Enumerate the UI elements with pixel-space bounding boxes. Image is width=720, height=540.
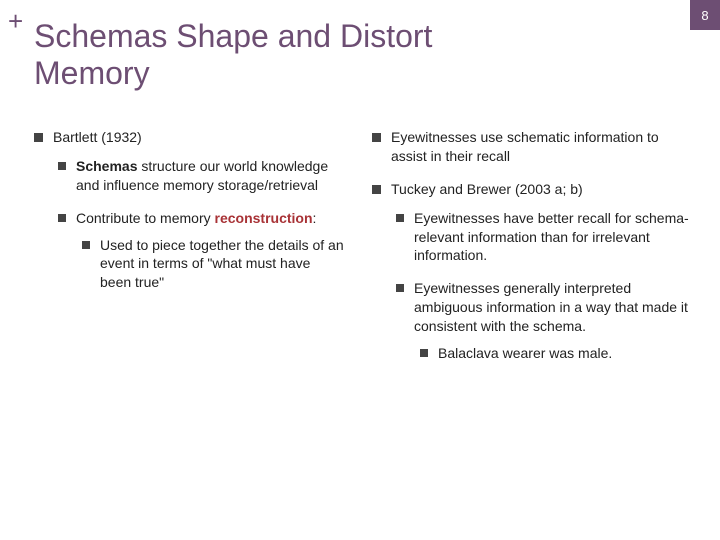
list-item: Eyewitnesses have better recall for sche… bbox=[396, 209, 692, 266]
title-line-1: Schemas Shape and Distort bbox=[34, 18, 432, 54]
square-bullet-icon bbox=[58, 214, 66, 222]
list-item: Bartlett (1932) bbox=[34, 128, 344, 147]
plus-icon: + bbox=[8, 6, 23, 37]
bullet-text: Balaclava wearer was male. bbox=[438, 344, 692, 363]
slide-title: Schemas Shape and Distort Memory bbox=[34, 18, 432, 92]
list-item: Tuckey and Brewer (2003 a; b) bbox=[372, 180, 692, 199]
left-column: Bartlett (1932) Schemas structure our wo… bbox=[34, 128, 344, 369]
bold-span: Schemas bbox=[76, 158, 137, 174]
square-bullet-icon bbox=[396, 284, 404, 292]
square-bullet-icon bbox=[396, 214, 404, 222]
bullet-text: Contribute to memory reconstruction: bbox=[76, 209, 344, 228]
list-item: Schemas structure our world knowledge an… bbox=[58, 157, 344, 195]
square-bullet-icon bbox=[420, 349, 428, 357]
page-number: 8 bbox=[701, 8, 708, 23]
square-bullet-icon bbox=[34, 133, 43, 142]
list-item: Used to piece together the details of an… bbox=[82, 236, 344, 293]
square-bullet-icon bbox=[372, 133, 381, 142]
bullet-text: Used to piece together the details of an… bbox=[100, 236, 344, 293]
bullet-text: Eyewitnesses generally interpreted ambig… bbox=[414, 279, 692, 336]
list-item: Balaclava wearer was male. bbox=[420, 344, 692, 363]
bullet-text: Bartlett (1932) bbox=[53, 128, 344, 147]
accent-span: reconstruction bbox=[215, 210, 313, 226]
list-item: Eyewitnesses use schematic information t… bbox=[372, 128, 692, 166]
right-column: Eyewitnesses use schematic information t… bbox=[372, 128, 692, 369]
bullet-text: Eyewitnesses use schematic information t… bbox=[391, 128, 692, 166]
square-bullet-icon bbox=[58, 162, 66, 170]
square-bullet-icon bbox=[82, 241, 90, 249]
page-number-badge: 8 bbox=[690, 0, 720, 30]
bullet-text: Tuckey and Brewer (2003 a; b) bbox=[391, 180, 692, 199]
list-item: Eyewitnesses generally interpreted ambig… bbox=[396, 279, 692, 336]
text-span: Contribute to memory bbox=[76, 210, 215, 226]
bullet-text: Schemas structure our world knowledge an… bbox=[76, 157, 344, 195]
text-span: : bbox=[313, 210, 317, 226]
bullet-text: Eyewitnesses have better recall for sche… bbox=[414, 209, 692, 266]
title-line-2: Memory bbox=[34, 55, 150, 91]
list-item: Contribute to memory reconstruction: bbox=[58, 209, 344, 228]
square-bullet-icon bbox=[372, 185, 381, 194]
content-columns: Bartlett (1932) Schemas structure our wo… bbox=[34, 128, 700, 369]
